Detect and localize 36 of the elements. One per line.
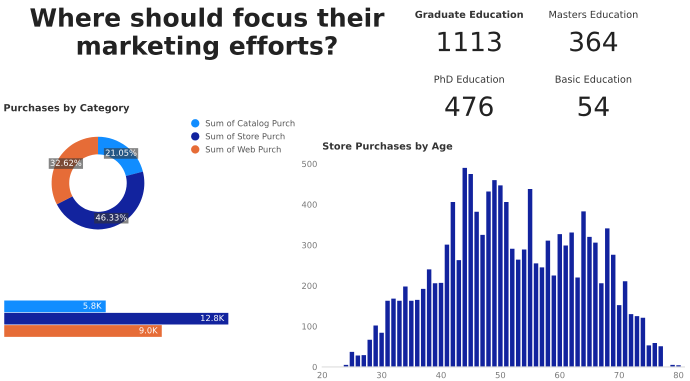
- y-tick-label: 200: [302, 282, 317, 289]
- data-label: 21.05%: [106, 150, 136, 156]
- legend-label: Sum of Store Purch: [206, 132, 284, 140]
- data-label: 46.33%: [96, 214, 127, 221]
- y-tick-label: 400: [302, 201, 317, 208]
- x-tick-label: 30: [376, 372, 386, 378]
- x-tick-label: 60: [555, 372, 565, 378]
- chart-title: Store Purchases by Age: [322, 142, 452, 152]
- y-tick-label: 0: [312, 364, 317, 370]
- text: 1113: [438, 32, 501, 52]
- y-tick-label: 500: [302, 160, 317, 168]
- data-label: 5.8K: [83, 302, 102, 309]
- data-label: 9.0K: [139, 327, 158, 334]
- x-tick-label: 50: [496, 372, 506, 378]
- text: Where should focus their marketing efforts?: [30, 8, 384, 60]
- donut-slice: [98, 136, 143, 176]
- data-label: 32.62%: [50, 160, 82, 166]
- x-tick-label: 80: [674, 372, 684, 378]
- legend-label: Sum of Catalog Purch: [206, 120, 294, 128]
- text: 476: [445, 96, 493, 116]
- text: Basic Education: [556, 75, 632, 83]
- x-tick-label: 20: [318, 372, 327, 378]
- text: Masters Education: [549, 10, 638, 18]
- chart-title: Purchases by Category: [4, 104, 130, 114]
- legend-label: Sum of Web Purch: [206, 146, 281, 152]
- data-label: 12.8K: [201, 314, 224, 322]
- donut-slice: [52, 136, 98, 204]
- y-tick-label: 300: [302, 242, 317, 248]
- donut-slice: [56, 172, 144, 230]
- text: 54: [578, 96, 609, 116]
- text: 364: [570, 32, 618, 52]
- text: Graduate Education: [415, 10, 523, 18]
- x-tick-label: 70: [614, 372, 624, 378]
- text: PhD Education: [434, 75, 504, 83]
- y-tick-label: 100: [302, 323, 317, 330]
- x-tick-label: 40: [436, 372, 446, 378]
